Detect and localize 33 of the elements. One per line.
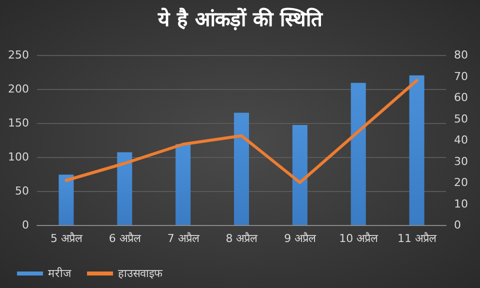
x-tick-label: 9 अप्रैल <box>284 232 317 245</box>
y2-tick-label: 80 <box>454 48 468 62</box>
x-tick-label: 5 अप्रैल <box>50 232 83 245</box>
y-tick-label: 150 <box>8 116 29 130</box>
bar <box>58 174 74 225</box>
y-tick-label: 250 <box>8 48 29 62</box>
y2-tick-label: 60 <box>454 91 468 104</box>
x-tick-label: 10 अप्रैल <box>339 232 379 245</box>
legend-label: मरीज <box>48 267 72 280</box>
bar <box>234 112 249 225</box>
line-series <box>64 79 418 184</box>
x-tick-label: 11 अप्रैल <box>398 232 438 245</box>
y2-tick-label: 20 <box>454 176 468 189</box>
y2-tick-label: 0 <box>454 218 461 232</box>
x-tick-label: 6 अप्रैल <box>108 232 142 245</box>
y2-tick-label: 50 <box>454 112 468 126</box>
legend-label: हाउसवाइफ <box>118 267 163 280</box>
y2-tick-label: 40 <box>454 134 468 146</box>
x-tick-label: 7 अप्रैल <box>167 232 200 245</box>
chart-title: ये है आंकड़ों की स्थिति <box>157 7 324 31</box>
y2-tick-label: 30 <box>454 154 468 168</box>
x-tick-label: 8 अप्रैल <box>226 232 258 245</box>
y-tick-label: 50 <box>15 184 29 198</box>
y-tick-label: 0 <box>22 218 29 232</box>
bar <box>409 75 424 225</box>
y-tick-label: 100 <box>8 150 29 164</box>
bar <box>117 152 132 225</box>
y2-tick-label: 70 <box>454 70 468 83</box>
bar <box>176 144 191 225</box>
y-tick-label: 200 <box>8 82 29 96</box>
bar <box>292 125 308 225</box>
y2-tick-label: 10 <box>454 197 468 210</box>
bar <box>350 82 366 225</box>
